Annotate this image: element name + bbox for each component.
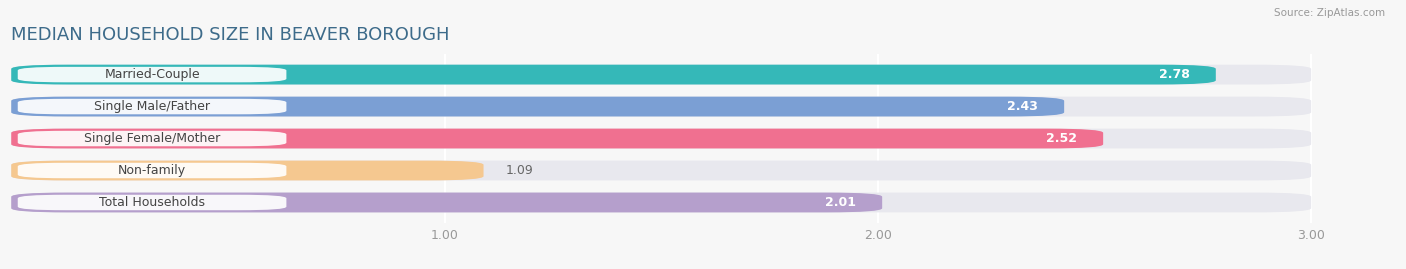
FancyBboxPatch shape	[18, 163, 287, 178]
FancyBboxPatch shape	[18, 99, 287, 114]
Text: 2.01: 2.01	[825, 196, 856, 209]
FancyBboxPatch shape	[11, 65, 1216, 84]
FancyBboxPatch shape	[11, 193, 1312, 213]
Text: Source: ZipAtlas.com: Source: ZipAtlas.com	[1274, 8, 1385, 18]
FancyBboxPatch shape	[11, 161, 484, 180]
FancyBboxPatch shape	[11, 129, 1312, 148]
FancyBboxPatch shape	[18, 131, 287, 146]
Text: MEDIAN HOUSEHOLD SIZE IN BEAVER BOROUGH: MEDIAN HOUSEHOLD SIZE IN BEAVER BOROUGH	[11, 26, 450, 44]
Text: 2.52: 2.52	[1046, 132, 1077, 145]
Text: Total Households: Total Households	[98, 196, 205, 209]
Text: 2.43: 2.43	[1007, 100, 1038, 113]
FancyBboxPatch shape	[11, 97, 1312, 116]
Text: Single Male/Father: Single Male/Father	[94, 100, 209, 113]
FancyBboxPatch shape	[18, 195, 287, 210]
Text: Single Female/Mother: Single Female/Mother	[84, 132, 221, 145]
Text: Married-Couple: Married-Couple	[104, 68, 200, 81]
FancyBboxPatch shape	[11, 193, 882, 213]
FancyBboxPatch shape	[11, 161, 1312, 180]
Text: Non-family: Non-family	[118, 164, 186, 177]
Text: 2.78: 2.78	[1159, 68, 1189, 81]
FancyBboxPatch shape	[18, 67, 287, 82]
FancyBboxPatch shape	[11, 97, 1064, 116]
Text: 1.09: 1.09	[505, 164, 533, 177]
FancyBboxPatch shape	[11, 65, 1312, 84]
FancyBboxPatch shape	[11, 129, 1104, 148]
